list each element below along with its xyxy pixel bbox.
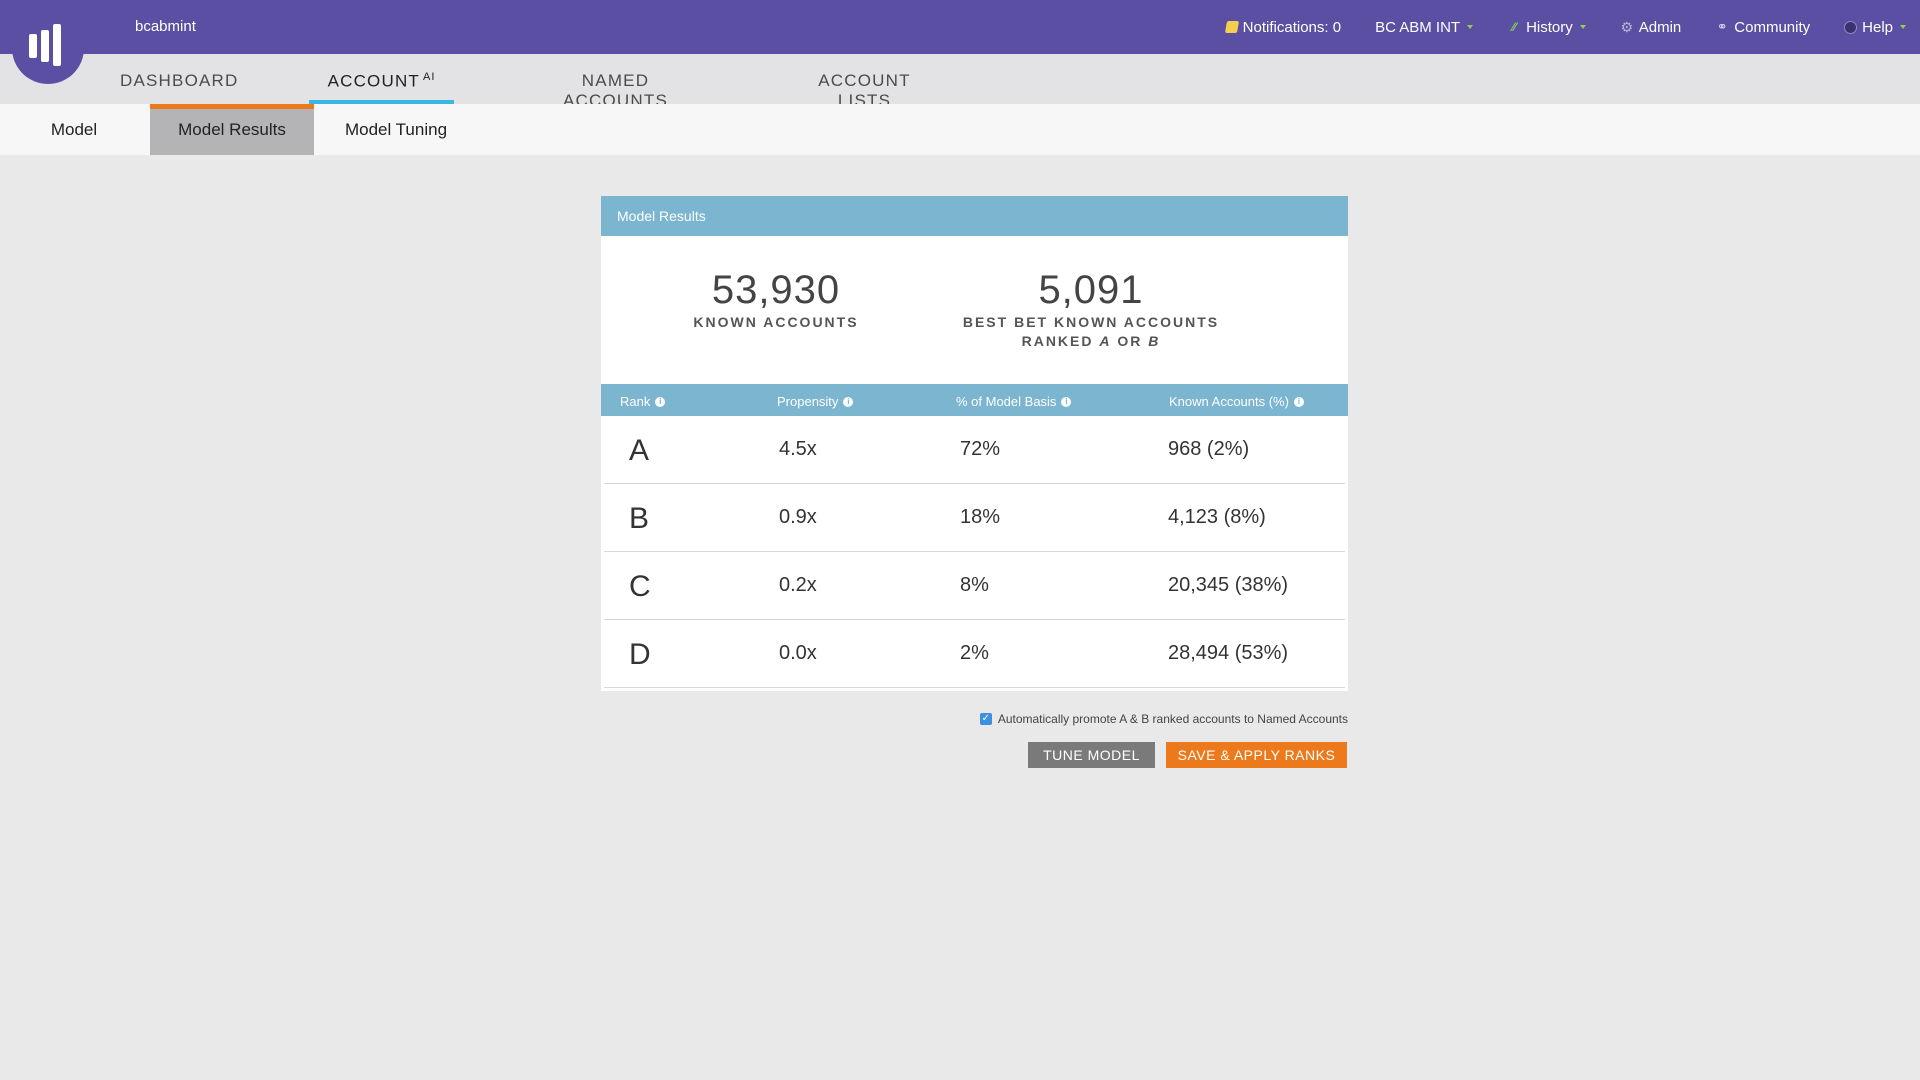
propensity-cell: 0.2x — [779, 574, 817, 596]
table-row: A 4.5x 72% 968 (2%) — [604, 416, 1345, 484]
tab-account-lists[interactable]: ACCOUNT LISTS — [796, 54, 933, 110]
help-label: Help — [1862, 18, 1893, 36]
account-name: bcabmint — [135, 18, 196, 35]
subtab-label: Model — [50, 120, 98, 139]
tab-label: ACCOUNT — [327, 71, 421, 91]
rank-b-text: B — [1148, 333, 1161, 349]
rank-cell: A — [629, 434, 650, 467]
admin-link[interactable]: ⚙ Admin — [1620, 18, 1682, 36]
tab-named-accounts[interactable]: NAMED ACCOUNTS — [533, 54, 698, 110]
tab-account-ai[interactable]: ACCOUNT AI — [309, 54, 454, 104]
column-label: % of Model Basis — [956, 394, 1057, 409]
best-bet-value: 5,091 — [1038, 268, 1144, 312]
rank-a-text: A — [1099, 333, 1112, 349]
propensity-cell: 4.5x — [779, 438, 817, 460]
best-bet-label-line1: BEST BET KNOWN ACCOUNTS — [962, 314, 1220, 330]
top-right-menu: Notifications: 0 BC ABM INT ⁄⁄ History ⚙… — [1224, 0, 1906, 54]
history-label: History — [1526, 18, 1573, 36]
info-icon[interactable]: i — [1061, 396, 1072, 407]
column-rank: Rank i — [620, 394, 666, 409]
save-apply-ranks-button[interactable]: SAVE & APPLY RANKS — [1166, 742, 1347, 768]
column-model-basis: % of Model Basis i — [956, 394, 1072, 409]
table-row: B 0.9x 18% 4,123 (8%) — [604, 484, 1345, 552]
subtab-model-results[interactable]: Model Results — [150, 104, 314, 155]
table-header: Rank i Propensity i % of Model Basis i K… — [601, 384, 1348, 416]
chevron-down-icon — [1467, 25, 1474, 29]
subtab-model[interactable]: Model — [20, 104, 128, 155]
history-icon: ⁄⁄ — [1512, 20, 1517, 34]
known-accounts-cell: 968 (2%) — [1168, 438, 1250, 460]
workspace-label: BC ABM INT — [1375, 18, 1461, 36]
community-icon: ⚭ — [1716, 19, 1728, 34]
info-icon[interactable]: i — [655, 396, 666, 407]
column-label: Propensity — [777, 394, 839, 409]
subtab-model-tuning[interactable]: Model Tuning — [330, 104, 462, 155]
info-icon[interactable]: i — [1293, 396, 1304, 407]
column-label: Rank — [620, 394, 651, 409]
help-menu[interactable]: Help — [1844, 19, 1906, 36]
known-accounts-stat: 53,930 KNOWN ACCOUNTS — [671, 268, 881, 332]
subtab-label: Model Results — [178, 120, 286, 139]
column-known-accounts: Known Accounts (%) i — [1169, 394, 1304, 409]
workspace-menu[interactable]: BC ABM INT — [1375, 18, 1474, 36]
panel-title: Model Results — [601, 196, 1348, 236]
rank-cell: D — [629, 638, 651, 671]
known-accounts-value: 53,930 — [711, 268, 841, 312]
info-icon[interactable]: i — [843, 396, 854, 407]
community-label: Community — [1734, 18, 1811, 36]
best-bet-label: BEST BET KNOWN ACCOUNTS RANKED A OR B — [956, 313, 1226, 351]
admin-label: Admin — [1638, 18, 1682, 36]
basis-cell: 8% — [960, 574, 989, 596]
tab-superscript: AI — [423, 71, 436, 83]
auto-promote-option: ✓ Automatically promote A & B ranked acc… — [979, 712, 1348, 726]
known-accounts-cell: 4,123 (8%) — [1168, 506, 1266, 528]
help-icon — [1844, 20, 1858, 34]
chevron-down-icon — [1900, 25, 1906, 29]
subtab-label: Model Tuning — [344, 120, 448, 139]
community-link[interactable]: ⚭ Community — [1715, 19, 1810, 36]
best-bet-label-line2: RANKED A OR B — [956, 332, 1226, 351]
model-results-panel: Model Results 53,930 KNOWN ACCOUNTS 5,09… — [601, 196, 1348, 691]
basis-cell: 2% — [960, 642, 989, 664]
column-label: Known Accounts (%) — [1169, 394, 1289, 409]
best-bet-stat: 5,091 BEST BET KNOWN ACCOUNTS RANKED A O… — [956, 268, 1226, 351]
sub-nav: Model Model Results Model Tuning — [0, 104, 1920, 155]
history-menu[interactable]: ⁄⁄ History — [1507, 19, 1586, 36]
tab-label: DASHBOARD — [120, 71, 239, 90]
auto-promote-checkbox[interactable]: ✓ — [979, 713, 992, 725]
known-accounts-cell: 28,494 (53%) — [1168, 642, 1289, 664]
main-nav: DASHBOARD ACCOUNT AI NAMED ACCOUNTS ACCOU… — [0, 54, 1920, 110]
known-accounts-label: KNOWN ACCOUNTS — [693, 314, 859, 330]
rank-cell: C — [629, 570, 651, 603]
marketo-logo[interactable] — [12, 0, 84, 84]
auto-promote-label: Automatically promote A & B ranked accou… — [997, 712, 1348, 726]
notifications-label: Notifications: 0 — [1242, 18, 1342, 36]
gear-icon: ⚙ — [1620, 19, 1634, 35]
top-header-bar: bcabmint Notifications: 0 BC ABM INT ⁄⁄ … — [0, 0, 1920, 84]
notifications-menu[interactable]: Notifications: 0 — [1224, 18, 1342, 36]
table-row: D 0.0x 2% 28,494 (53%) — [604, 620, 1345, 688]
basis-cell: 72% — [960, 438, 1001, 460]
propensity-cell: 0.0x — [779, 642, 817, 664]
or-text: OR — [1111, 333, 1149, 349]
rank-cell: B — [629, 502, 650, 535]
ranked-text: RANKED — [1021, 333, 1100, 349]
notification-icon — [1224, 21, 1239, 33]
propensity-cell: 0.9x — [779, 506, 817, 528]
known-accounts-cell: 20,345 (38%) — [1168, 574, 1289, 596]
column-propensity: Propensity i — [777, 394, 854, 409]
tab-dashboard[interactable]: DASHBOARD — [120, 54, 237, 104]
tune-model-button[interactable]: TUNE MODEL — [1028, 742, 1155, 768]
table-row: C 0.2x 8% 20,345 (38%) — [604, 552, 1345, 620]
basis-cell: 18% — [960, 506, 1001, 528]
chevron-down-icon — [1579, 25, 1586, 29]
